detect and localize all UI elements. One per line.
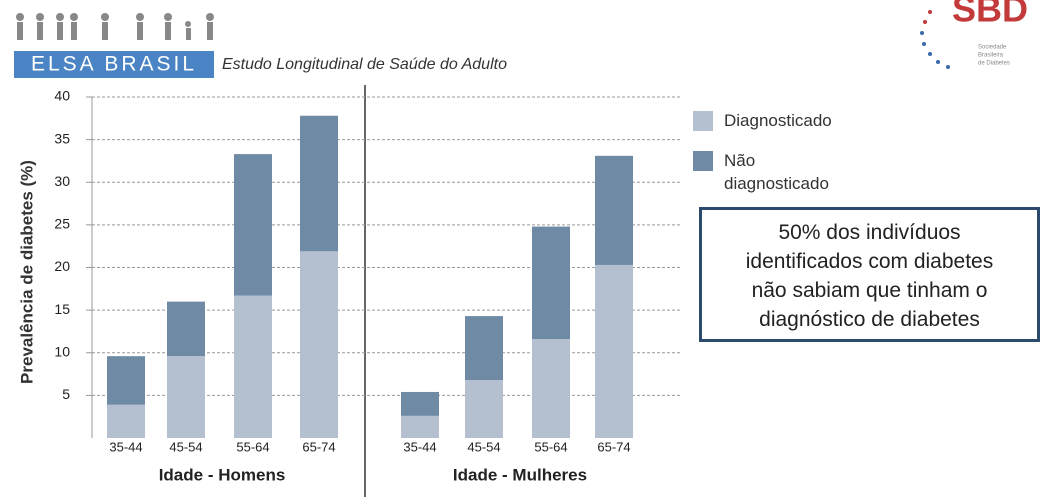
x-tick-label: 45-54 xyxy=(169,439,202,454)
legend-label: Não diagnosticado xyxy=(724,149,859,195)
y-axis-label: Prevalência de diabetes (%) xyxy=(17,160,36,384)
y-tick-label: 5 xyxy=(62,386,70,402)
bar-segment xyxy=(107,405,145,438)
x-axis-label: Idade - Mulheres xyxy=(453,465,587,484)
people-icons xyxy=(16,13,214,40)
bar-segment xyxy=(401,416,439,438)
y-tick-label: 30 xyxy=(54,173,70,189)
x-tick-label: 45-54 xyxy=(467,439,500,454)
slide: ELSA BRASIL Estudo Longitudinal de Saúde… xyxy=(0,0,1051,500)
bar-segment xyxy=(595,156,633,265)
annotation-line: identificados com diabetes xyxy=(702,247,1037,276)
sbd-dots xyxy=(920,10,950,69)
legend-swatch xyxy=(693,151,713,171)
y-tick-label: 15 xyxy=(54,301,70,317)
bar-segment xyxy=(300,251,338,438)
annotation-line: 50% dos indivíduos xyxy=(702,218,1037,247)
bar-segment xyxy=(465,316,503,380)
logo-name: SBD xyxy=(952,0,1028,30)
bar-segment xyxy=(532,227,570,340)
bar-segment xyxy=(167,302,205,357)
x-tick-label: 55-64 xyxy=(534,439,567,454)
x-tick-label: 65-74 xyxy=(597,439,630,454)
annotation-box: 50% dos indivíduos identificados com dia… xyxy=(699,207,1040,342)
annotation-line: não sabiam que tinham o xyxy=(702,276,1037,305)
subtitle: Estudo Longitudinal de Saúde do Adulto xyxy=(222,56,507,73)
bar-segment xyxy=(234,296,272,438)
bar-segment xyxy=(595,265,633,438)
bar-segment xyxy=(532,339,570,438)
y-tick-label: 35 xyxy=(54,130,70,146)
x-tick-label: 35-44 xyxy=(109,439,142,454)
bar-segment xyxy=(401,392,439,416)
bar-segment xyxy=(107,356,145,405)
legend-label: Diagnosticado xyxy=(724,109,859,132)
x-tick-label: 65-74 xyxy=(302,439,335,454)
y-tick-label: 25 xyxy=(54,216,70,232)
bar-segment xyxy=(300,116,338,252)
x-tick-label: 35-44 xyxy=(403,439,436,454)
x-tick-label: 55-64 xyxy=(236,439,269,454)
bar-segment xyxy=(234,154,272,296)
annotation-line: diagnóstico de diabetes xyxy=(702,305,1037,334)
bar-segment xyxy=(167,356,205,438)
x-axis-label: Idade - Homens xyxy=(159,465,286,484)
y-tick-label: 10 xyxy=(54,343,70,359)
title: ELSA BRASIL xyxy=(31,53,197,76)
logo-caption: de Diabetes xyxy=(978,61,1010,67)
bar-segment xyxy=(465,380,503,438)
logo-caption: Sociedade xyxy=(978,45,1007,51)
y-tick-label: 40 xyxy=(54,88,70,104)
legend-swatch xyxy=(693,111,713,131)
y-tick-label: 20 xyxy=(54,258,70,274)
logo-caption: Brasileira xyxy=(978,53,1004,59)
